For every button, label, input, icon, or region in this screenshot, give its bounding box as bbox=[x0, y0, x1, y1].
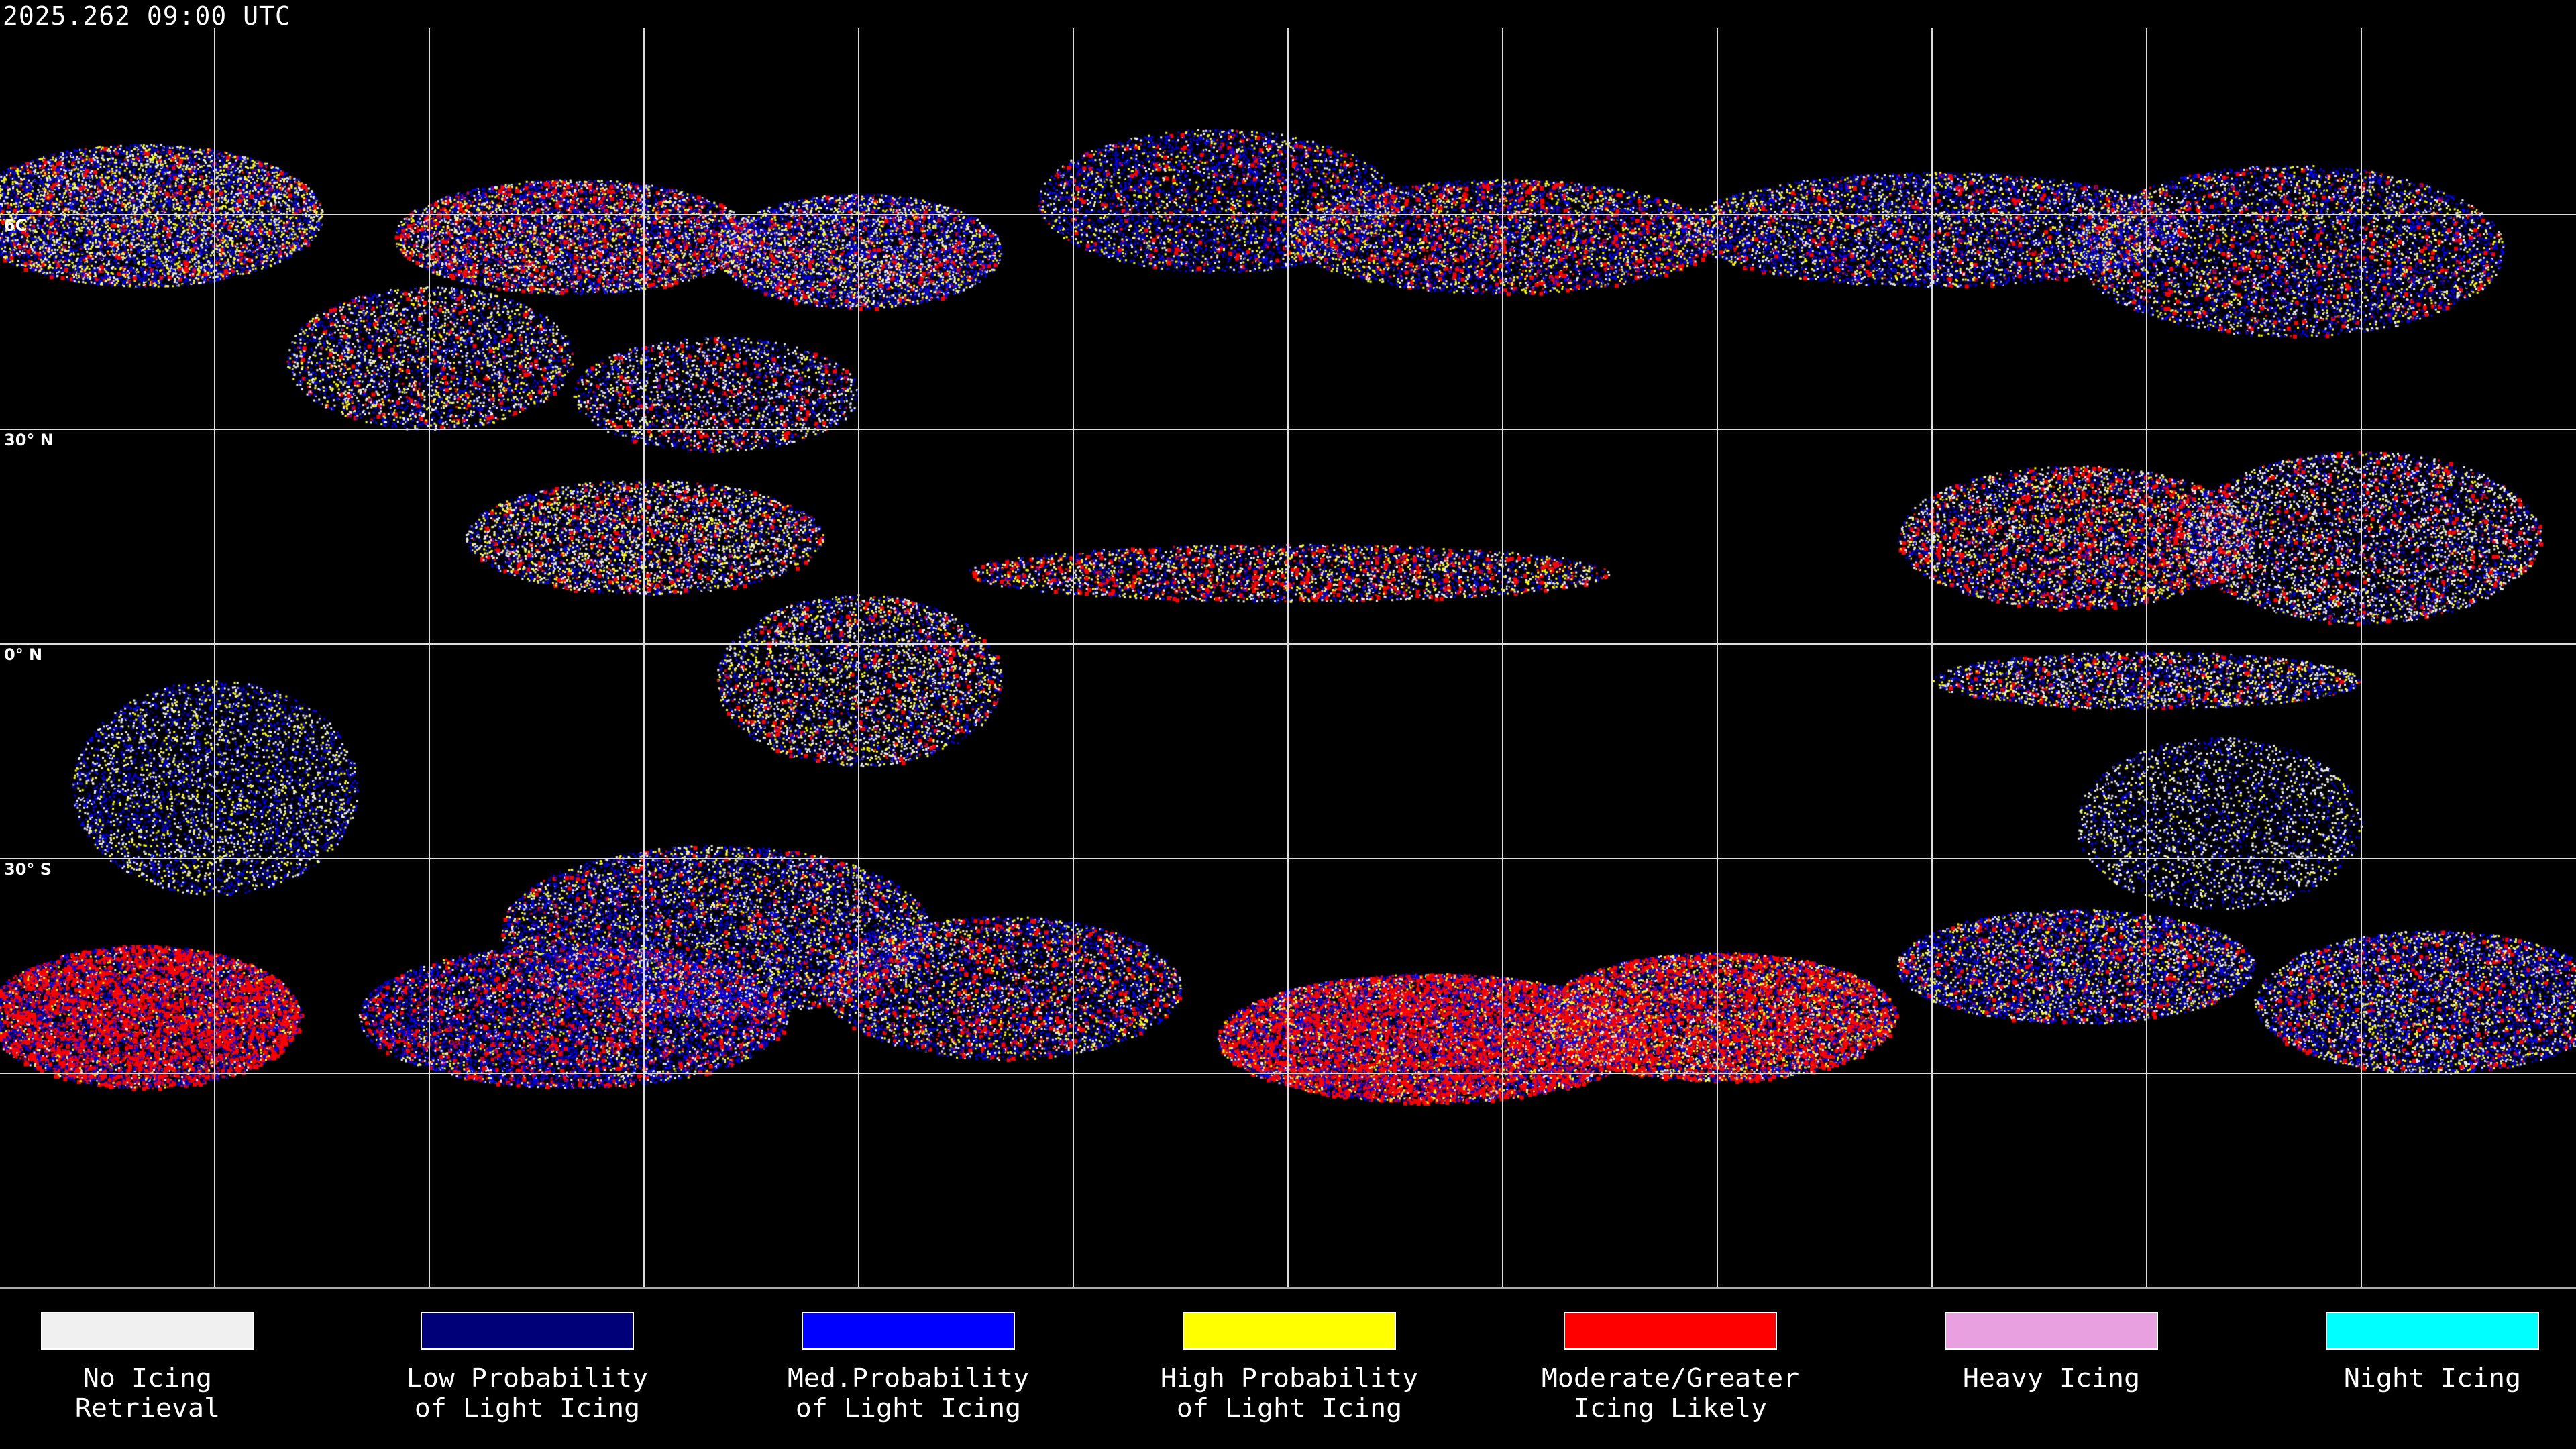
lat-label-30n: 30° N bbox=[4, 431, 54, 449]
legend-item-heavy-icing: Heavy Icing bbox=[1904, 1312, 2199, 1393]
legend-item-no-icing: No Icing Retrieval bbox=[0, 1312, 295, 1424]
legend-line2: of Light Icing bbox=[1176, 1393, 1403, 1423]
legend-label: Moderate/Greater Icing Likely bbox=[1515, 1363, 1825, 1424]
legend-swatch bbox=[1564, 1312, 1777, 1350]
legend-swatch bbox=[1945, 1312, 2158, 1350]
legend-item-moderate-greater: Moderate/Greater Icing Likely bbox=[1523, 1312, 1818, 1424]
legend-item-night-icing: Night Icing bbox=[2285, 1312, 2576, 1393]
legend-swatch bbox=[41, 1312, 254, 1350]
legend-line2: of Light Icing bbox=[414, 1393, 641, 1423]
legend-line1: Heavy Icing bbox=[1962, 1363, 2141, 1393]
legend-line1: Med.Probability bbox=[787, 1363, 1030, 1393]
legend-label: Heavy Icing bbox=[1896, 1363, 2206, 1393]
map-bottom-border bbox=[0, 1287, 2576, 1289]
lat-label-30s: 30° S bbox=[4, 860, 52, 879]
lat-label-0n: 0° N bbox=[4, 645, 43, 664]
legend-label: Night Icing bbox=[2277, 1363, 2576, 1393]
legend-label: Med.Probability of Light Icing bbox=[753, 1363, 1063, 1424]
legend-line2: Retrieval bbox=[74, 1393, 221, 1423]
lat-label-60n: 6C bbox=[4, 216, 28, 235]
legend-label: High Probability of Light Icing bbox=[1134, 1363, 1444, 1424]
legend-label: Low Probability of Light Icing bbox=[372, 1363, 682, 1424]
graticule bbox=[0, 28, 2576, 1288]
legend-swatch bbox=[1183, 1312, 1396, 1350]
legend-line1: Moderate/Greater bbox=[1541, 1363, 1800, 1393]
legend-line2: Icing Likely bbox=[1573, 1393, 1768, 1423]
legend-line2: of Light Icing bbox=[795, 1393, 1022, 1423]
legend-line1: Night Icing bbox=[2343, 1363, 2522, 1393]
legend-item-med-probability: Med.Probability of Light Icing bbox=[761, 1312, 1056, 1424]
legend-item-high-probability: High Probability of Light Icing bbox=[1142, 1312, 1437, 1424]
legend-swatch bbox=[802, 1312, 1015, 1350]
legend-line1: Low Probability bbox=[406, 1363, 649, 1393]
legend-label: No Icing Retrieval bbox=[0, 1363, 303, 1424]
legend-swatch bbox=[2326, 1312, 2539, 1350]
legend-line1: High Probability bbox=[1160, 1363, 1419, 1393]
legend-line1: No Icing bbox=[83, 1363, 213, 1393]
legend-swatch bbox=[421, 1312, 634, 1350]
timestamp: 2025.262 09:00 UTC bbox=[3, 1, 291, 31]
legend-item-low-probability: Low Probability of Light Icing bbox=[380, 1312, 675, 1424]
